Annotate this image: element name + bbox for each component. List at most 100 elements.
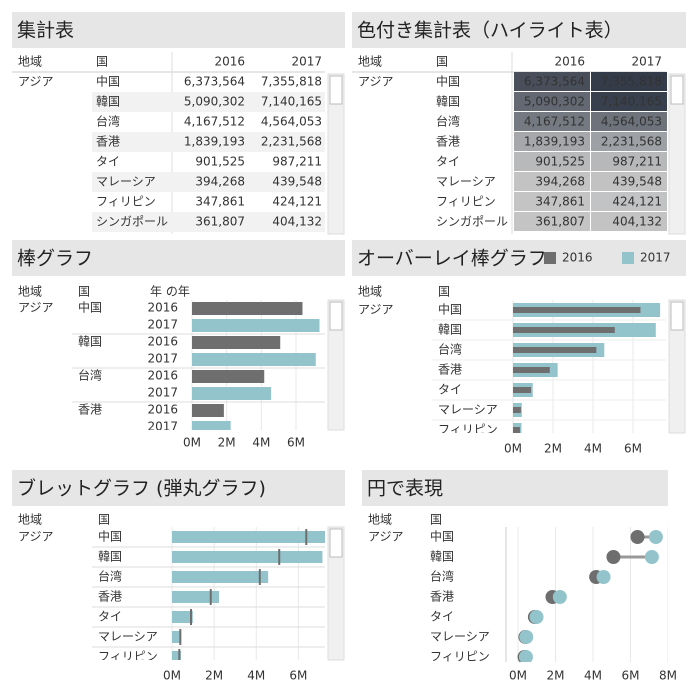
column-header: 国 [438, 285, 450, 299]
scrollbar[interactable] [327, 73, 345, 235]
heat-cell [591, 92, 667, 111]
row-label: マレーシア [436, 175, 496, 189]
cell-value: 7,140,165 [261, 95, 322, 109]
column-header: 2016 [214, 55, 245, 69]
scroll-thumb[interactable] [329, 75, 343, 105]
x-tick-label: 0M [183, 436, 201, 450]
bullet-bar [172, 531, 325, 543]
row-label: 韓国 [78, 335, 102, 349]
cell-value: 404,132 [272, 215, 322, 229]
row-header: アジア [358, 75, 394, 89]
cell-value: 4,167,512 [524, 115, 585, 129]
row-label: 台湾 [430, 569, 454, 584]
heat-cell [591, 172, 667, 191]
row-label: 台湾 [98, 569, 122, 584]
scrollbar[interactable] [327, 299, 345, 431]
row-label: マレーシア [430, 630, 490, 644]
scrollbar[interactable] [668, 73, 686, 235]
dot [648, 530, 663, 544]
row-label: タイ [438, 383, 462, 397]
cell-value: 5,090,302 [184, 95, 245, 109]
dot [552, 590, 567, 604]
row-label: 韓国 [436, 95, 460, 109]
scroll-thumb[interactable] [329, 301, 343, 331]
row-label: 中国 [96, 74, 120, 89]
bar [513, 327, 615, 333]
row-stripe [92, 92, 325, 112]
cell-value: 987,211 [272, 155, 322, 169]
row-label: マレーシア [438, 403, 498, 417]
cell-value: 1,839,193 [524, 135, 585, 149]
heat-cell [514, 192, 590, 211]
column-header: 地域 [368, 513, 392, 527]
column-header: 2017 [291, 55, 322, 69]
row-header: アジア [18, 75, 54, 89]
row-label: 香港 [96, 135, 120, 149]
x-tick-label: 6M [624, 442, 642, 456]
bar [192, 370, 265, 383]
cell-value: 404,132 [612, 215, 662, 229]
cell-value: 4,167,512 [184, 115, 245, 129]
bar [192, 319, 320, 332]
scrollbar[interactable] [668, 299, 686, 434]
heat-cell [591, 212, 667, 231]
row-label: マレーシア [96, 175, 156, 189]
row-label: タイ [430, 610, 454, 624]
title-bar [352, 12, 686, 48]
cell-value: 7,355,818 [601, 75, 662, 89]
row-stripe [92, 212, 325, 232]
row-label: タイ [436, 155, 460, 169]
scroll-thumb[interactable] [329, 528, 343, 558]
cell-value: 5,090,302 [524, 95, 585, 109]
bar [513, 407, 521, 413]
cell-value: 6,373,564 [524, 75, 585, 89]
chart-title: オーバーレイ棒グラフ [357, 248, 547, 270]
row-label: フィリピン [430, 650, 490, 664]
x-tick-label: 0M [163, 669, 181, 683]
row-stripe [92, 172, 325, 192]
row-label: 香港 [438, 363, 462, 377]
scroll-thumb[interactable] [670, 301, 684, 331]
row-label: 香港 [436, 135, 460, 149]
row-label: 中国 [78, 300, 102, 315]
cell-value: 7,355,818 [261, 75, 322, 89]
year-label: 2016 [147, 403, 178, 417]
x-tick-label: 2M [218, 436, 236, 450]
scroll-thumb[interactable] [670, 75, 684, 105]
row-label: フィリピン [438, 423, 498, 437]
bullet-bar [172, 591, 220, 603]
bullet-bar [172, 651, 181, 660]
cell-value: 347,861 [195, 195, 245, 209]
row-label: 中国 [438, 302, 462, 317]
row-label: 香港 [430, 590, 454, 604]
row-label: タイ [98, 610, 122, 624]
cell-value: 7,140,165 [601, 95, 662, 109]
scrollbar[interactable] [327, 526, 345, 661]
row-header: アジア [18, 301, 54, 315]
heat-cell [514, 132, 590, 151]
cell-value: 424,121 [612, 195, 662, 209]
heat-cell [591, 112, 667, 131]
row-label: シンガポール [96, 215, 168, 229]
heat-cell [514, 172, 590, 191]
dot [606, 550, 621, 564]
x-tick-label: 8M [659, 669, 677, 683]
heat-cell [591, 72, 667, 91]
x-tick-label: 0M [504, 442, 522, 456]
chart-title: 棒グラフ [17, 248, 93, 270]
row-header: アジア [358, 303, 394, 317]
column-header: 地域 [358, 285, 382, 299]
chart-title: 色付き集計表（ハイライト表） [357, 20, 623, 42]
bullet-bar [172, 631, 182, 643]
dot [644, 550, 659, 564]
cell-value: 394,268 [535, 175, 585, 189]
column-header: 年 の年 [150, 285, 190, 299]
x-tick-label: 2M [544, 442, 562, 456]
year-label: 2016 [147, 301, 178, 315]
x-tick-label: 4M [252, 436, 270, 450]
bar [192, 336, 281, 349]
bar [513, 387, 532, 393]
heat-cell [514, 92, 590, 111]
bar [513, 347, 597, 353]
